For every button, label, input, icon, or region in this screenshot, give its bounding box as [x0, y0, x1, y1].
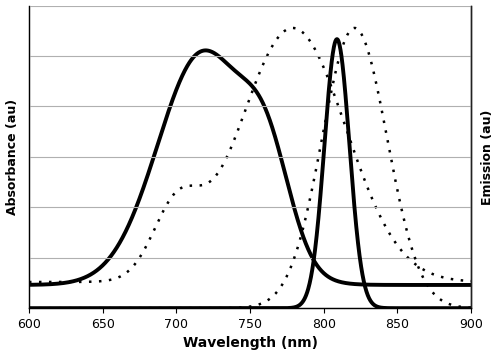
Y-axis label: Absorbance (au): Absorbance (au)	[6, 99, 18, 215]
X-axis label: Wavelength (nm): Wavelength (nm)	[182, 336, 318, 350]
Y-axis label: Emission (au): Emission (au)	[482, 109, 494, 205]
